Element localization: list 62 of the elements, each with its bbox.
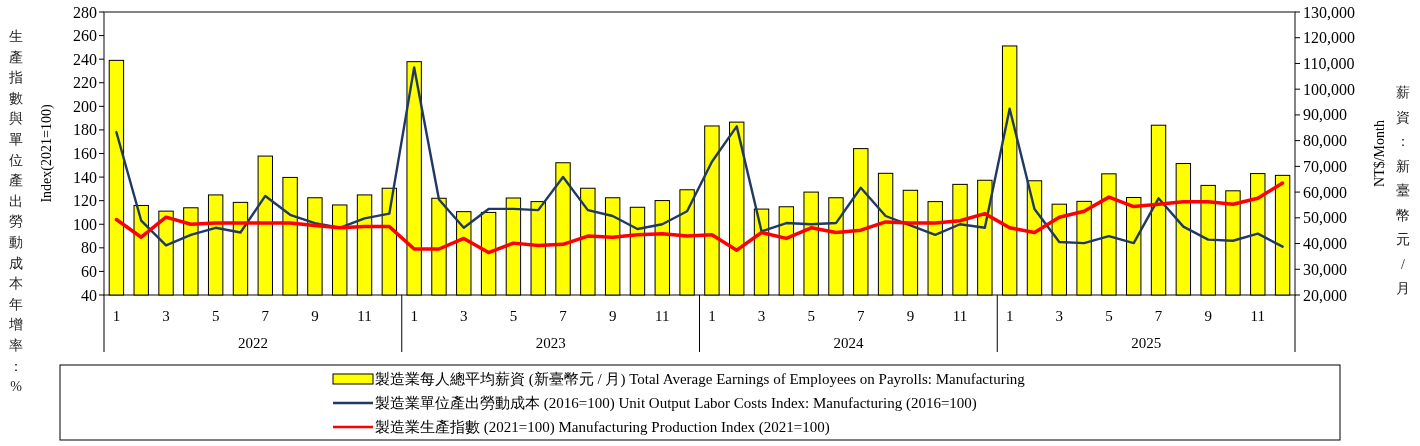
x-tick-label: 1 bbox=[1005, 308, 1014, 324]
x-tick-label: 3 bbox=[757, 308, 766, 324]
x-tick-label: 3 bbox=[1055, 308, 1064, 324]
y-tick-label: 260 bbox=[73, 27, 97, 45]
y2-tick-label: 70,000 bbox=[1303, 157, 1347, 175]
x-tick-label: 11 bbox=[357, 308, 372, 324]
text: 2025 bbox=[1131, 335, 1162, 351]
y-tick-label: 240 bbox=[73, 50, 97, 68]
x-tick-label: 3 bbox=[460, 308, 468, 324]
x-tick-label: 7 bbox=[857, 308, 866, 324]
legend-label: 製造業單位產出勞動成本 (2016=100) Unit Output Labor Costs Index: Manufacturing (2016=100) bbox=[375, 395, 977, 412]
y2-tick-label: 110,000 bbox=[1303, 54, 1355, 72]
y-tick-label: 200 bbox=[73, 97, 97, 115]
y2-tick-label: 60,000 bbox=[1303, 183, 1347, 201]
y2-tick-label: 100,000 bbox=[1303, 80, 1355, 98]
y-tick-label: 60 bbox=[81, 262, 97, 280]
x-tick-label: 1 bbox=[112, 308, 121, 324]
y2-tick-label: 80,000 bbox=[1303, 132, 1347, 150]
y2-tick-label: 130,000 bbox=[1303, 3, 1355, 21]
x-tick-label: 9 bbox=[311, 308, 319, 324]
x-tick-label: 7 bbox=[261, 308, 270, 324]
y-tick-label: 140 bbox=[73, 168, 97, 186]
line-series bbox=[114, 181, 1285, 255]
x-tick-label: 9 bbox=[906, 308, 915, 324]
x-tick-label: 5 bbox=[211, 308, 220, 324]
y-tick-label: 160 bbox=[73, 145, 97, 162]
legend-label: 製造業生產指數 (2021=100) Manufacturing Production Index (2021=100) bbox=[375, 419, 830, 436]
y-tick-label: 120 bbox=[73, 192, 97, 210]
y-tick-label: 220 bbox=[73, 74, 97, 92]
text: 生產指數與單位產出勞動成本年增率：% bbox=[9, 28, 23, 394]
x-tick-label: 9 bbox=[1204, 308, 1212, 324]
y-tick-label: 280 bbox=[73, 3, 97, 21]
x-tick-label: 11 bbox=[952, 308, 968, 324]
y-tick-label: 40 bbox=[81, 286, 97, 304]
y2-tick-label: 20,000 bbox=[1303, 286, 1347, 304]
y-axis-title: Index(2021=100) bbox=[38, 104, 55, 203]
x-tick-label: 1 bbox=[410, 308, 418, 324]
x-tick-label: 11 bbox=[1250, 308, 1266, 324]
x-tick-label: 1 bbox=[708, 308, 716, 324]
text: 薪資：新臺幣元/月 bbox=[1396, 84, 1410, 296]
legend-label: 製造業每人總平均薪資 (新臺幣元 / 月) Total Average Earnings of Employees on Payrolls: Manufacturing bbox=[375, 371, 1026, 388]
y-tick-label: 180 bbox=[73, 121, 97, 139]
y2-tick-label: 50,000 bbox=[1303, 209, 1347, 227]
x-tick-label: 5 bbox=[509, 308, 518, 324]
y2-tick-label: 90,000 bbox=[1303, 106, 1347, 124]
x-tick-label: 9 bbox=[608, 308, 617, 324]
x-tick-label: 7 bbox=[1154, 308, 1163, 324]
x-tick-label: 3 bbox=[162, 308, 170, 324]
y2-tick-label: 40,000 bbox=[1303, 235, 1347, 253]
text: 2024 bbox=[833, 335, 864, 351]
text: 2022 bbox=[237, 335, 268, 351]
line-series bbox=[115, 66, 1284, 248]
x-tick-label: 11 bbox=[655, 308, 670, 324]
y2-tick-label: 30,000 bbox=[1303, 260, 1347, 278]
x-tick-label: 5 bbox=[1105, 308, 1113, 324]
text: 2023 bbox=[535, 335, 566, 351]
x-tick-label: 7 bbox=[559, 308, 568, 324]
x-tick-label: 5 bbox=[807, 308, 815, 324]
y2-tick-label: 120,000 bbox=[1303, 29, 1355, 47]
y-tick-label: 80 bbox=[81, 239, 97, 257]
y2-axis-title: NT$/Month bbox=[1371, 120, 1387, 187]
y-tick-label: 100 bbox=[73, 215, 97, 233]
